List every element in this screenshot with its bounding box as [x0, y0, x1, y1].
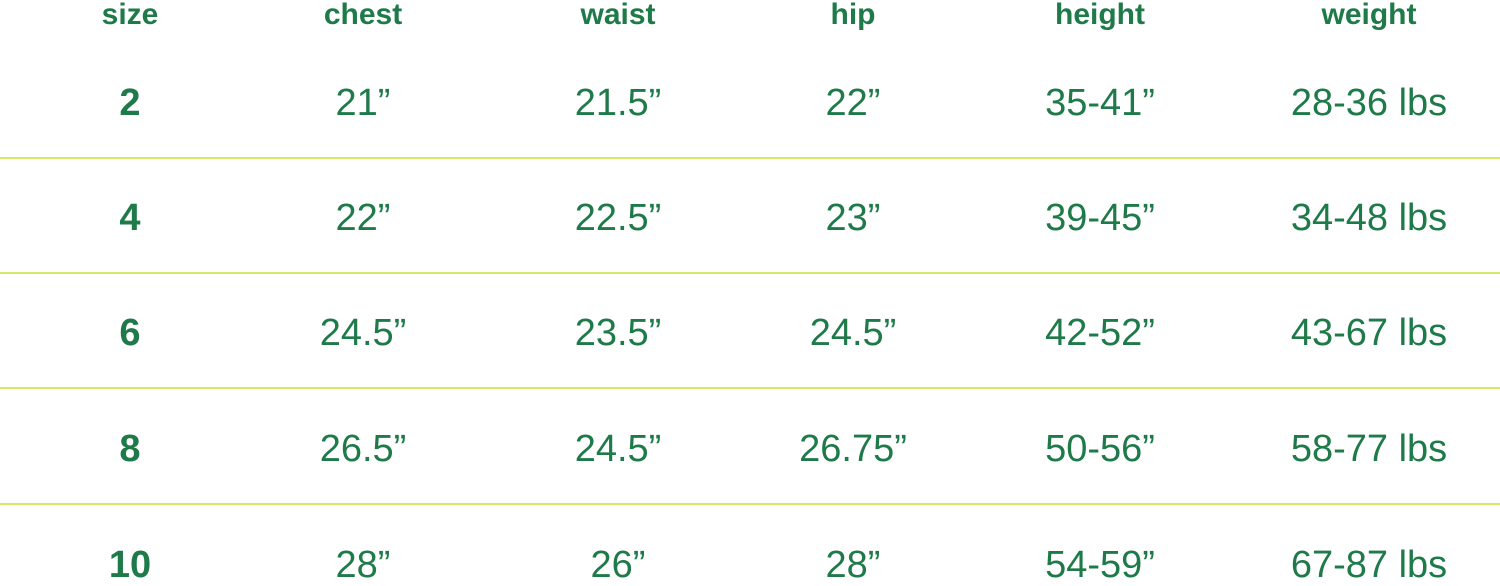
table-row: 8 26.5” 24.5” 26.75” 50-56” 58-77 lbs	[0, 429, 1500, 469]
row-divider	[0, 157, 1500, 159]
cell-height: 50-56”	[1045, 428, 1155, 470]
cell-weight: 43-67 lbs	[1290, 312, 1448, 354]
column-header-chest: chest	[323, 0, 403, 31]
table-row: 2 21” 21.5” 22” 35-41” 28-36 lbs	[0, 83, 1500, 123]
cell-waist: 24.5”	[574, 428, 662, 470]
cell-chest: 21”	[335, 82, 391, 124]
cell-size: 8	[119, 428, 141, 470]
cell-weight: 58-77 lbs	[1290, 428, 1448, 470]
row-divider	[0, 387, 1500, 389]
cell-waist: 22.5”	[574, 197, 662, 239]
cell-weight: 34-48 lbs	[1290, 197, 1448, 239]
cell-waist: 21.5”	[574, 82, 662, 124]
cell-chest: 28”	[335, 544, 391, 586]
cell-size: 6	[119, 312, 141, 354]
column-header-height: height	[1055, 0, 1145, 31]
cell-hip: 23”	[825, 197, 881, 239]
column-header-hip: hip	[830, 0, 876, 31]
row-divider	[0, 503, 1500, 505]
cell-height: 35-41”	[1045, 82, 1155, 124]
column-header-waist: waist	[580, 0, 656, 31]
cell-size: 4	[119, 197, 141, 239]
table-row: 6 24.5” 23.5” 24.5” 42-52” 43-67 lbs	[0, 313, 1500, 353]
cell-chest: 26.5”	[319, 428, 407, 470]
cell-hip: 22”	[825, 82, 881, 124]
table-row: 10 28” 26” 28” 54-59” 67-87 lbs	[0, 545, 1500, 585]
cell-weight: 28-36 lbs	[1290, 82, 1448, 124]
header-row: size chest waist hip height weight	[0, 0, 1500, 40]
cell-weight: 67-87 lbs	[1290, 544, 1448, 586]
cell-hip: 26.75”	[799, 428, 907, 470]
cell-waist: 26”	[590, 544, 646, 586]
cell-hip: 28”	[825, 544, 881, 586]
cell-height: 42-52”	[1045, 312, 1155, 354]
row-divider	[0, 272, 1500, 274]
cell-height: 54-59”	[1045, 544, 1155, 586]
cell-hip: 24.5”	[809, 312, 897, 354]
cell-chest: 24.5”	[319, 312, 407, 354]
cell-size: 10	[108, 544, 152, 586]
cell-chest: 22”	[335, 197, 391, 239]
table-row: 4 22” 22.5” 23” 39-45” 34-48 lbs	[0, 198, 1500, 238]
cell-waist: 23.5”	[574, 312, 662, 354]
cell-height: 39-45”	[1045, 197, 1155, 239]
column-header-size: size	[101, 0, 159, 31]
column-header-weight: weight	[1321, 0, 1417, 31]
cell-size: 2	[119, 82, 141, 124]
